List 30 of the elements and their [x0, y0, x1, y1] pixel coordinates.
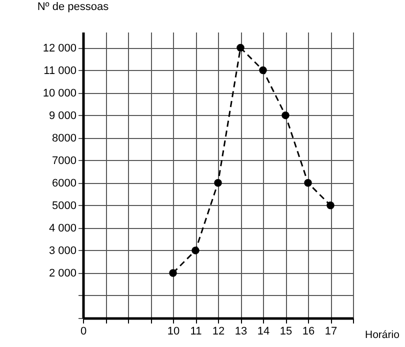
x-tick-label: 16 [302, 326, 315, 338]
point [304, 179, 312, 187]
y-tick-label: 7000 [52, 154, 76, 167]
x-tick-label: 10 [167, 326, 180, 338]
y-tick-label: 10 000 [42, 87, 76, 100]
point [259, 66, 267, 74]
y-tick-label: 3 000 [48, 244, 76, 257]
x-tick-label: 12 [212, 326, 225, 338]
y-axis-title: Nº de pessoas [37, 1, 110, 13]
x-tick-label: 14 [257, 326, 270, 338]
y-tick-label: 6000 [52, 177, 76, 190]
y-tick-label: 11 000 [44, 64, 76, 77]
x-tick-label: 13 [234, 326, 248, 338]
x-tick-label: 0 [80, 326, 87, 338]
point [192, 246, 200, 254]
y-tick-label: 12 000 [42, 42, 76, 54]
x-tick-label: 15 [280, 326, 292, 338]
y-tick-label: 5000 [52, 200, 76, 212]
x-axis-title: Horário [365, 329, 400, 341]
point [236, 44, 244, 52]
point [214, 179, 222, 187]
x-tick-label: 11 [190, 326, 202, 338]
x-tick-label: 17 [324, 326, 338, 338]
y-tick-label: 4 000 [48, 222, 76, 234]
point [169, 269, 177, 277]
point [326, 202, 334, 210]
y-tick-label: 8000 [52, 132, 76, 144]
y-tick-label: 9 000 [48, 110, 76, 122]
point [282, 111, 290, 120]
y-tick-label: 2 000 [48, 267, 76, 280]
